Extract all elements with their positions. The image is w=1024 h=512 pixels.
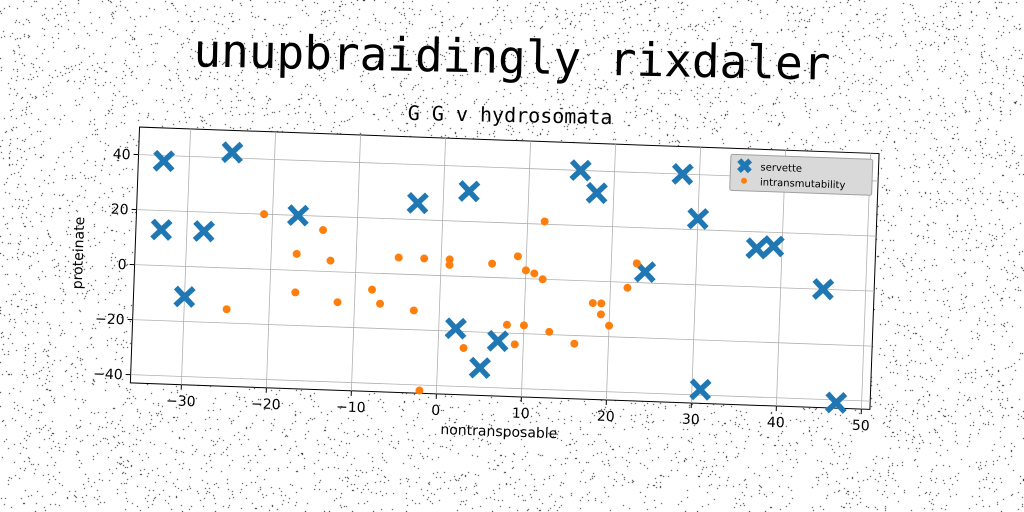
point-intransmutability	[368, 285, 377, 294]
x-gridline	[435, 138, 446, 394]
ticks: −30 −20 −10 0 10 20 30 40 50 −40 −20 0 20 40	[93, 147, 870, 435]
legend-marker-intransmutability	[741, 177, 748, 184]
point-servette	[173, 285, 196, 308]
x-tick-label: 40	[767, 415, 785, 432]
point-intransmutability	[540, 217, 549, 226]
point-intransmutability	[326, 256, 335, 265]
y-tick-label: 0	[117, 257, 126, 273]
y-tick-label: 20	[110, 202, 128, 219]
legend-label-servette: servette	[760, 162, 802, 174]
point-intransmutability	[570, 339, 579, 348]
point-intransmutability	[596, 310, 605, 319]
point-servette	[486, 329, 509, 353]
point-intransmutability	[459, 344, 468, 353]
point-intransmutability	[409, 306, 418, 315]
point-servette	[468, 356, 492, 380]
point-servette	[689, 378, 712, 401]
x-tick-label: −20	[251, 396, 281, 413]
y-tick-label: −40	[93, 366, 123, 383]
point-intransmutability	[420, 254, 429, 263]
point-intransmutability	[376, 299, 385, 308]
point-servette	[762, 235, 785, 258]
point-intransmutability	[260, 210, 269, 219]
grid	[130, 128, 879, 410]
point-intransmutability	[588, 299, 597, 308]
point-servette	[192, 220, 216, 243]
point-intransmutability	[632, 259, 641, 268]
point-intransmutability	[538, 275, 547, 284]
y-tick-label: −20	[95, 311, 125, 328]
x-axis-label: nontransposable	[440, 422, 558, 442]
point-servette	[585, 181, 608, 205]
point-intransmutability	[394, 253, 403, 262]
point-intransmutability	[597, 299, 606, 308]
x-gridline	[265, 131, 276, 388]
point-intransmutability	[222, 305, 231, 314]
y-axis-label: proteinate	[70, 217, 89, 290]
point-servette	[286, 204, 310, 227]
point-servette	[686, 207, 710, 230]
x-tick-label: −10	[336, 399, 366, 416]
x-gridline	[350, 134, 361, 391]
point-intransmutability	[502, 320, 511, 329]
x-tick-label: 20	[597, 409, 615, 426]
point-intransmutability	[291, 288, 300, 297]
y-gridline	[130, 374, 871, 402]
x-gridline	[690, 147, 701, 404]
point-servette	[406, 192, 429, 215]
point-intransmutability	[519, 321, 528, 330]
point-intransmutability	[510, 340, 519, 349]
point-intransmutability	[445, 260, 454, 269]
y-gridline	[134, 264, 875, 292]
x-tick-label: −30	[166, 393, 196, 410]
point-intransmutability	[415, 386, 424, 395]
y-gridline	[136, 209, 877, 237]
point-intransmutability	[513, 252, 522, 261]
legend-marker-servette	[737, 158, 753, 174]
point-intransmutability	[319, 226, 328, 235]
point-intransmutability	[488, 259, 497, 268]
x-gridline	[775, 150, 786, 407]
y-gridline	[132, 319, 873, 347]
point-intransmutability	[521, 266, 530, 275]
plot-group: −30 −20 −10 0 10 20 30 40 50 −40 −20 0 20 40 servette…	[70, 126, 880, 442]
point-servette	[812, 278, 835, 301]
x-gridline	[180, 128, 191, 385]
chart-subtitle: G G v hydrosomata	[408, 101, 613, 129]
point-servette	[745, 237, 768, 260]
point-servette	[150, 218, 173, 241]
point-servette	[444, 317, 467, 340]
x-tick-label: 50	[852, 418, 870, 435]
x-tick-label: 0	[431, 403, 440, 419]
point-servette	[671, 162, 694, 186]
plot-frame	[129, 126, 880, 410]
point-servette	[221, 141, 244, 164]
data-points	[150, 141, 848, 414]
point-intransmutability	[623, 283, 632, 292]
point-servette	[633, 260, 657, 284]
point-servette	[824, 391, 848, 414]
point-intransmutability	[292, 249, 301, 258]
point-servette	[569, 159, 592, 182]
y-tick-label: 40	[112, 147, 130, 164]
point-servette	[458, 180, 481, 203]
x-tick-label: 10	[512, 406, 530, 423]
x-tick-label: 30	[682, 412, 700, 429]
x-gridline	[860, 153, 871, 410]
x-gridline	[605, 144, 616, 400]
point-intransmutability	[333, 298, 342, 307]
point-servette	[152, 149, 175, 173]
legend-label-intransmutability: intransmutability	[760, 177, 846, 191]
point-intransmutability	[605, 321, 614, 330]
legend: servette intransmutability	[729, 153, 874, 196]
legend-box	[729, 153, 874, 196]
point-intransmutability	[545, 327, 554, 336]
point-intransmutability	[530, 269, 539, 278]
